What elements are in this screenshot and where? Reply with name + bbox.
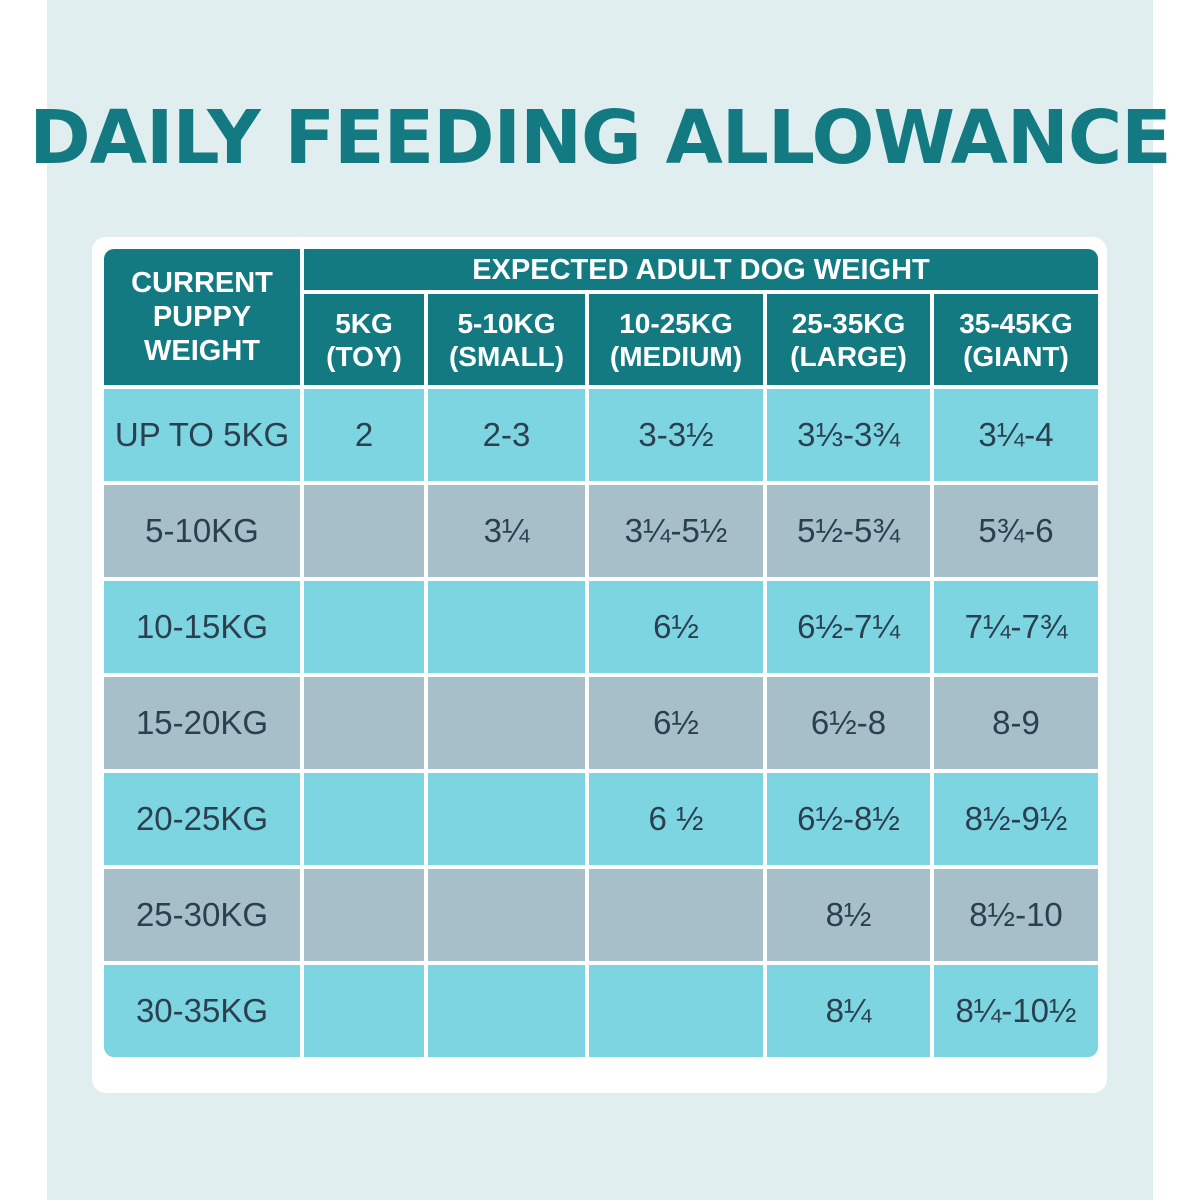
table-cell — [428, 581, 585, 673]
row-label: 5-10KG — [104, 485, 300, 577]
table-cell — [304, 773, 424, 865]
table-cell: 6½ — [589, 581, 763, 673]
column-header-large: 25-35KG (LARGE) — [767, 294, 930, 385]
table-cell — [304, 581, 424, 673]
table-cell: 6 ½ — [589, 773, 763, 865]
table-cell: 2-3 — [428, 389, 585, 481]
table-cell: 8¼ — [767, 965, 930, 1057]
table-row: UP TO 5KG 2 2-3 3-3½ 3⅓-3¾ 3¼-4 — [104, 389, 1098, 481]
table-cell: 8½-9½ — [934, 773, 1098, 865]
table-cell: 8½ — [767, 869, 930, 961]
table-cell: 5¾-6 — [934, 485, 1098, 577]
column-size: (TOY) — [326, 340, 402, 372]
column-weight: 10-25KG — [619, 307, 733, 339]
table-cell: 3¼ — [428, 485, 585, 577]
table-cell: 3⅓-3¾ — [767, 389, 930, 481]
table-cell — [304, 677, 424, 769]
table-row: 20-25KG 6 ½ 6½-8½ 8½-9½ — [104, 773, 1098, 865]
row-label: 10-15KG — [104, 581, 300, 673]
feeding-table: CURRENT PUPPY WEIGHT EXPECTED ADULT DOG … — [100, 245, 1102, 1061]
row-label: 20-25KG — [104, 773, 300, 865]
table-row: 15-20KG 6½ 6½-8 8-9 — [104, 677, 1098, 769]
column-weight: 5-10KG — [457, 307, 556, 339]
table-cell: 6½ — [589, 677, 763, 769]
table-cell — [304, 869, 424, 961]
column-weight: 5KG — [335, 307, 393, 339]
table-cell: 6½-8½ — [767, 773, 930, 865]
row-label: 30-35KG — [104, 965, 300, 1057]
table-cell: 7¼-7¾ — [934, 581, 1098, 673]
table-cell: 3¼-5½ — [589, 485, 763, 577]
column-header-medium: 10-25KG (MEDIUM) — [589, 294, 763, 385]
group-header: EXPECTED ADULT DOG WEIGHT — [304, 249, 1098, 291]
row-label: 15-20KG — [104, 677, 300, 769]
table-cell — [304, 485, 424, 577]
column-header-toy: 5KG (TOY) — [304, 294, 424, 385]
table-cell — [589, 869, 763, 961]
column-size: (SMALL) — [448, 340, 565, 372]
table-cell: 2 — [304, 389, 424, 481]
column-header-small: 5-10KG (SMALL) — [428, 294, 585, 385]
row-label: 25-30KG — [104, 869, 300, 961]
table-cell: 8-9 — [934, 677, 1098, 769]
group-header-label: EXPECTED ADULT DOG WEIGHT — [472, 253, 930, 286]
table-cell — [304, 965, 424, 1057]
table-cell: 3-3½ — [589, 389, 763, 481]
column-size: (LARGE) — [790, 340, 907, 372]
column-weight: 35-45KG — [959, 307, 1073, 339]
row-header: CURRENT PUPPY WEIGHT — [104, 249, 300, 385]
table-row: 25-30KG 8½ 8½-10 — [104, 869, 1098, 961]
table-cell — [589, 965, 763, 1057]
table-row: 30-35KG 8¼ 8¼-10½ — [104, 965, 1098, 1057]
table-cell — [428, 677, 585, 769]
column-header-giant: 35-45KG (GIANT) — [934, 294, 1098, 385]
table-row: 10-15KG 6½ 6½-7¼ 7¼-7¾ — [104, 581, 1098, 673]
page-title: DAILY FEEDING ALLOWANCE — [29, 95, 1171, 181]
table-cell — [428, 773, 585, 865]
column-size: (MEDIUM) — [609, 340, 743, 372]
table-cell: 5½-5¾ — [767, 485, 930, 577]
table-cell: 3¼-4 — [934, 389, 1098, 481]
table-row: 5-10KG 3¼ 3¼-5½ 5½-5¾ 5¾-6 — [104, 485, 1098, 577]
table-cell: 6½-7¼ — [767, 581, 930, 673]
row-label: UP TO 5KG — [104, 389, 300, 481]
column-size: (GIANT) — [963, 340, 1069, 372]
table-cell — [428, 965, 585, 1057]
table-cell — [428, 869, 585, 961]
table-cell: 6½-8 — [767, 677, 930, 769]
column-weight: 25-35KG — [791, 307, 906, 339]
table-cell: 8¼-10½ — [934, 965, 1098, 1057]
table-cell: 8½-10 — [934, 869, 1098, 961]
row-header-label: CURRENT PUPPY WEIGHT — [131, 267, 273, 367]
